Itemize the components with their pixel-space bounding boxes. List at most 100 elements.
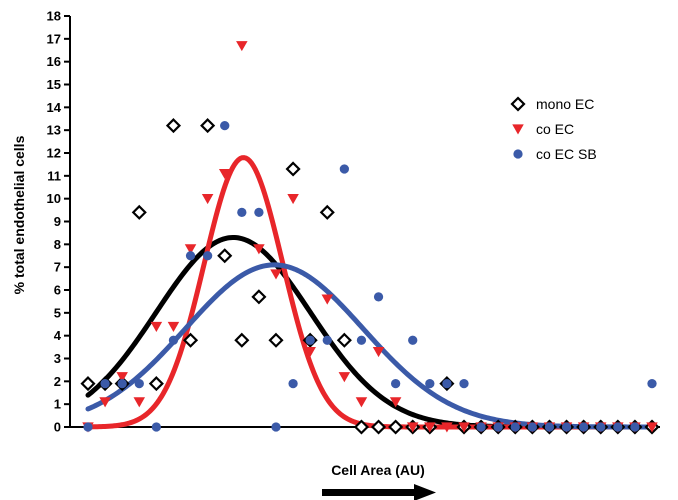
co-ec-point (253, 244, 265, 255)
co-ec-sb-point (305, 335, 315, 345)
co-ec-sb-point (322, 335, 332, 345)
legend-label-co-ec: co EC (536, 121, 574, 137)
y-tick-label: 14 (47, 100, 62, 115)
fit-curves (85, 155, 655, 430)
co-ec-point (372, 347, 385, 358)
legend-marker-mono-ec (510, 96, 526, 112)
y-tick-label: 7 (54, 260, 61, 275)
y-tick-label: 4 (54, 328, 62, 343)
y-tick-label: 13 (47, 123, 61, 138)
co-ec-sb-point (288, 378, 298, 389)
mono-ec-point (268, 332, 284, 348)
co-ec-point (150, 321, 163, 333)
co-ec-sb-point (630, 422, 640, 432)
mono-ec-point (336, 332, 352, 348)
y-tick-label: 3 (54, 351, 61, 366)
y-tick-label: 16 (47, 54, 61, 69)
co-ec-point (441, 422, 453, 433)
co-ec-point (458, 422, 470, 433)
mono-ec-point (217, 248, 233, 264)
co-ec-sb-point (100, 378, 110, 389)
mono-ec-point (370, 419, 387, 435)
co-ec-point (646, 422, 658, 433)
y-axis-title: % total endothelial cells (11, 135, 27, 294)
y-tick-label: 2 (54, 374, 61, 389)
y-tick-label: 1 (54, 397, 61, 412)
co-ec-sb-point (390, 378, 401, 389)
co-ec-point (424, 422, 436, 433)
legend: mono EC co EC co EC SB (510, 96, 597, 162)
co-ec-sb-point (527, 422, 538, 432)
co-ec-point (218, 168, 231, 180)
co-ec-sb-point (561, 422, 572, 432)
co-ec-sb-point (373, 292, 384, 302)
co-ec-point (355, 397, 368, 408)
y-tick-label: 5 (54, 305, 61, 320)
co-ec-sb-point (83, 422, 93, 432)
co-ec-sb-point (578, 422, 589, 432)
co-ec-sb-point (647, 378, 657, 389)
mono-ec-point (353, 419, 370, 435)
co-ec-sb-point (596, 422, 606, 432)
mono-ec-point (285, 161, 301, 177)
mono-ec-point (319, 204, 335, 220)
co-ec-sb-point (151, 422, 162, 432)
mono-ec-point (165, 118, 182, 134)
legend-marker-co-ec-sb (513, 149, 523, 159)
co-ec-point (287, 194, 299, 205)
co-ec-point (167, 321, 180, 333)
co-ec-sb-point (613, 422, 623, 432)
mono-ec-point (131, 204, 147, 220)
co-ec-sb-fit-curve (85, 262, 655, 430)
co-ec-point (201, 194, 214, 205)
x-axis-arrow (322, 484, 436, 500)
data-points (80, 41, 660, 435)
mono-ec-point (200, 118, 216, 134)
co-ec-sb-point (425, 378, 435, 389)
mono-ec-point (148, 376, 164, 392)
mono-ec-point (234, 332, 250, 348)
co-ec-sb-point (185, 251, 196, 261)
co-ec-point (270, 269, 282, 280)
co-ec-point (99, 397, 111, 408)
co-ec-sb-point (202, 251, 213, 261)
mono-ec-point (251, 289, 267, 305)
co-ec-point (133, 397, 146, 408)
co-ec-sb-point (442, 378, 452, 389)
mono-ec-point (388, 419, 404, 435)
y-tick-label: 0 (54, 420, 61, 435)
y-tick-label: 6 (54, 283, 61, 298)
co-ec-sb-point (339, 164, 350, 174)
legend-label-co-ec-sb: co EC SB (536, 146, 597, 162)
co-ec-sb-point (254, 207, 264, 218)
legend-marker-co-ec (512, 124, 524, 135)
co-ec-sb-point (271, 422, 281, 432)
y-tick-label: 11 (47, 168, 61, 183)
co-ec-sb-point (237, 207, 247, 218)
co-ec-sb-point (134, 378, 144, 389)
co-ec-point (116, 372, 128, 383)
co-ec-sb-point (476, 422, 486, 432)
co-ec-point (304, 347, 316, 358)
co-ec-point (236, 41, 248, 52)
co-ec-sb-point (408, 335, 418, 345)
co-ec-sb-point (117, 378, 127, 389)
co-ec-sb-point (356, 335, 367, 345)
y-tick-label: 15 (47, 77, 61, 92)
mono-ec-fit-curve (85, 234, 655, 430)
y-tick-label: 17 (47, 31, 61, 46)
co-ec-sb-point (220, 120, 230, 131)
y-tick-label: 10 (47, 191, 61, 206)
co-ec-point (321, 294, 334, 305)
co-ec-point (338, 372, 351, 383)
co-ec-sb-point (168, 335, 179, 345)
x-axis-title: Cell Area (AU) (331, 462, 425, 478)
y-tick-label: 18 (47, 9, 61, 24)
co-ec-point (184, 244, 197, 255)
co-ec-sb-point (544, 422, 555, 432)
y-tick-label: 9 (54, 214, 61, 229)
mono-ec-point (80, 376, 96, 392)
co-ec-sb-point (493, 422, 503, 432)
